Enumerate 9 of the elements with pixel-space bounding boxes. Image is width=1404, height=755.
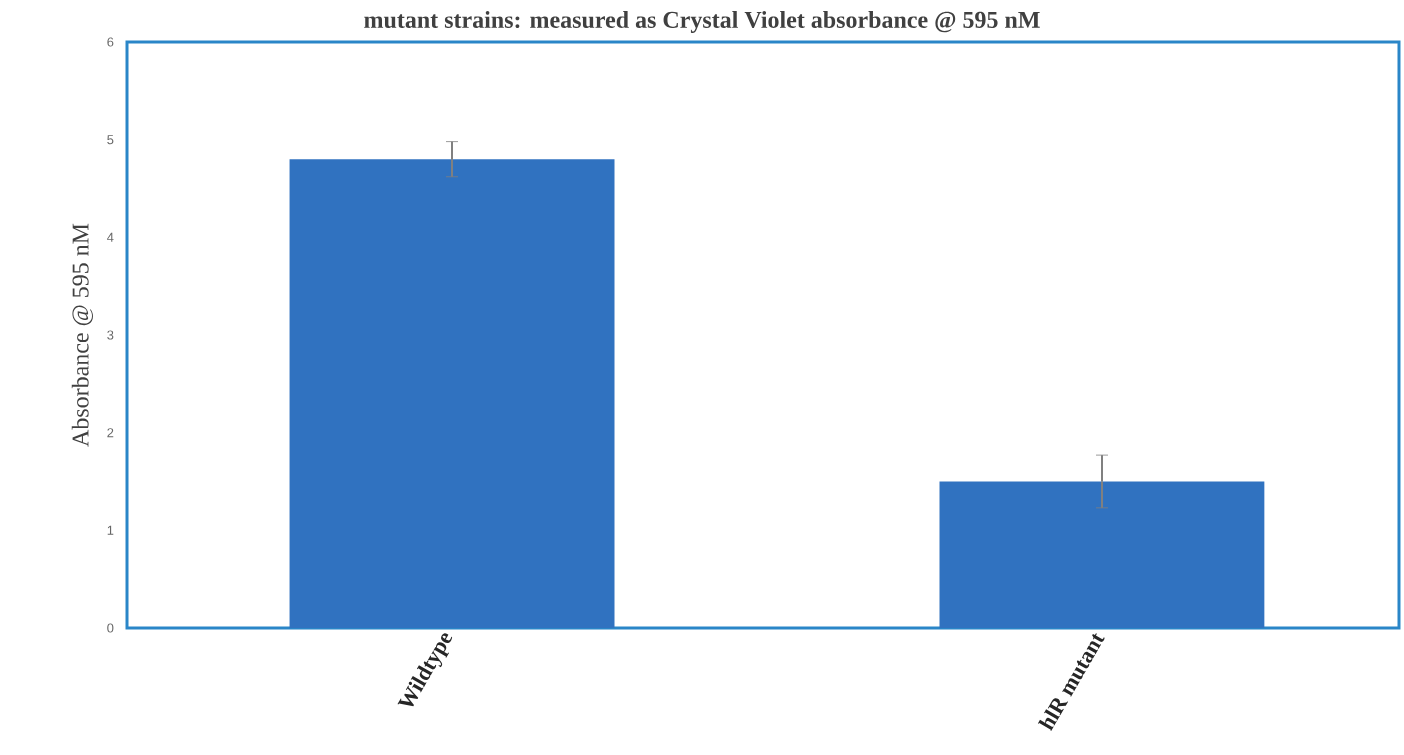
y-tick-label: 6 — [107, 37, 114, 47]
y-tick-label: 3 — [107, 330, 114, 340]
y-tick-label: 4 — [107, 232, 114, 242]
y-tick-label: 1 — [107, 525, 114, 535]
y-tick-label: 2 — [107, 428, 114, 438]
y-tick-label: 0 — [107, 623, 114, 633]
chart-title: mutant strains: measured as Crystal Violet absorbance @ 595 nM — [364, 11, 1040, 33]
y-tick-label: 5 — [107, 135, 114, 145]
y-axis-title: Absorbance @ 595 nM — [71, 223, 93, 447]
